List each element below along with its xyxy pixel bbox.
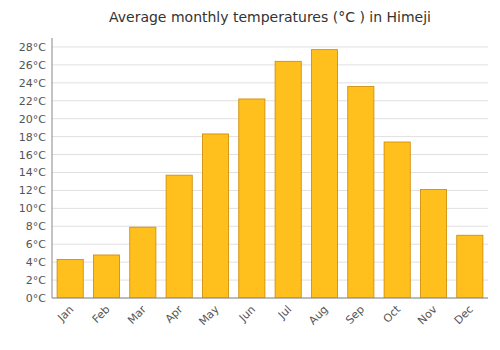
bar (57, 259, 83, 298)
y-tick-label: 10°C (19, 202, 46, 215)
y-tick-label: 16°C (19, 149, 46, 162)
grid-line (52, 298, 488, 299)
grid-line (52, 82, 488, 83)
bar (93, 255, 119, 298)
bar (166, 175, 192, 298)
y-tick-label: 4°C (26, 256, 46, 269)
y-tick-label: 28°C (19, 41, 46, 54)
x-tick-label: Jan (54, 303, 76, 325)
bar (275, 61, 301, 298)
bar (348, 86, 374, 298)
title: Average monthly temperatures (°C ) in Hi… (109, 9, 431, 25)
y-tick-label: 24°C (19, 77, 46, 90)
x-tick-label: Dec (452, 303, 476, 327)
bar (420, 190, 446, 298)
x-tick-label: Sep (343, 303, 367, 327)
x-tick-label: May (196, 303, 222, 329)
x-tick-label: Feb (90, 303, 113, 326)
y-tick-label: 18°C (19, 131, 46, 144)
y-tick-label: 20°C (19, 113, 46, 126)
y-axis-line (52, 38, 53, 298)
grid-line (52, 136, 488, 137)
bar (384, 142, 410, 298)
y-tick-label: 6°C (26, 238, 46, 251)
bars (57, 50, 483, 298)
y-tick-label: 8°C (26, 220, 46, 233)
bar (239, 99, 265, 298)
grid-line (52, 154, 488, 155)
bar (457, 235, 483, 298)
grid-line (52, 46, 488, 47)
x-tick-label: Jun (236, 303, 258, 325)
grid-line (52, 100, 488, 101)
grid-line (52, 64, 488, 65)
grid-line (52, 118, 488, 119)
grid (52, 47, 488, 298)
chart-container: Average monthly temperatures (°C ) in Hi… (0, 0, 500, 350)
x-tick-label: Mar (125, 303, 149, 327)
x-tick-label: Oct (381, 302, 404, 325)
x-tick-label: Jul (275, 303, 294, 322)
y-tick-label: 2°C (26, 274, 46, 287)
x-tick-label: Aug (306, 303, 330, 327)
grid-line (52, 172, 488, 173)
x-tick-label: Nov (415, 303, 440, 328)
y-tick-label: 14°C (19, 166, 46, 179)
y-tick-label: 22°C (19, 95, 46, 108)
bar (202, 134, 228, 298)
bar (311, 50, 337, 298)
chart: Average monthly temperatures (°C ) in Hi… (0, 0, 500, 350)
bar (130, 227, 156, 298)
y-tick-label: 0°C (26, 292, 46, 305)
x-axis-line (52, 298, 488, 299)
y-tick-label: 12°C (19, 184, 46, 197)
y-tick-label: 26°C (19, 59, 46, 72)
x-tick-label: Apr (163, 303, 186, 326)
